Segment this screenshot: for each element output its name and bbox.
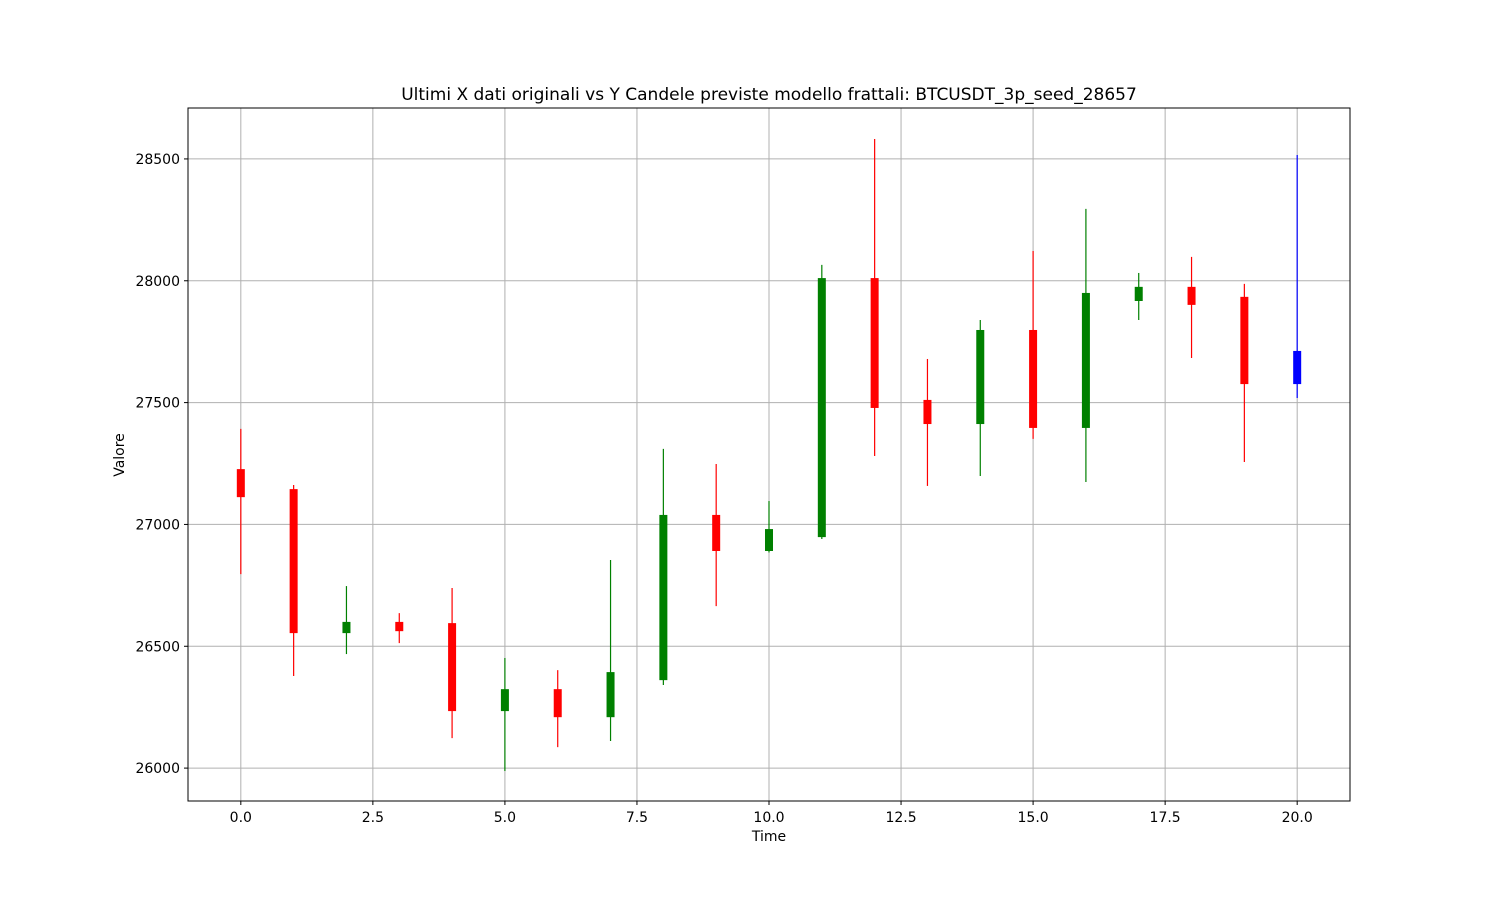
candle-body [342,621,351,634]
candle-body [923,399,932,425]
x-tick-label: 17.5 [1150,810,1181,826]
plot-frame [187,107,1351,802]
candle-body [659,514,668,681]
y-tick-label: 28000 [135,274,180,290]
candle-body [236,469,245,498]
candle-body [448,623,457,712]
x-tick-label: 2.5 [362,810,384,826]
candle-body [395,621,404,632]
x-tick-label: 7.5 [626,810,648,826]
x-tick-label: 12.5 [885,810,916,826]
candle-body [1134,286,1143,301]
candle-body [765,529,773,551]
candle-body [976,329,985,425]
candle-body [1240,296,1249,385]
y-tick-label: 26000 [135,761,180,777]
candle-body [289,489,298,634]
candle-body [553,689,562,718]
candle-body [500,689,509,712]
chart-title: Ultimi X dati originali vs Y Candele pre… [401,85,1137,105]
x-tick-label: 20.0 [1282,810,1313,826]
y-axis-label: Valore [112,433,128,477]
x-tick-label: 15.0 [1018,810,1049,826]
x-tick-label: 0.0 [230,810,252,826]
candle-body [1187,286,1196,305]
candle-body [817,278,826,538]
candle-body [606,672,615,718]
x-tick-label: 5.0 [494,810,516,826]
candle-body [870,278,879,408]
x-tick-label: 10.0 [753,810,784,826]
candle-body [1029,329,1038,428]
candle-body [1081,292,1090,428]
y-tick-label: 27500 [135,396,180,412]
y-tick-label: 27000 [135,517,180,533]
y-tick-label: 26500 [135,639,180,655]
x-axis-label: Time [751,829,786,845]
y-tick-label: 28500 [135,152,180,168]
candle-body [1293,350,1302,385]
candle-body [712,514,721,551]
